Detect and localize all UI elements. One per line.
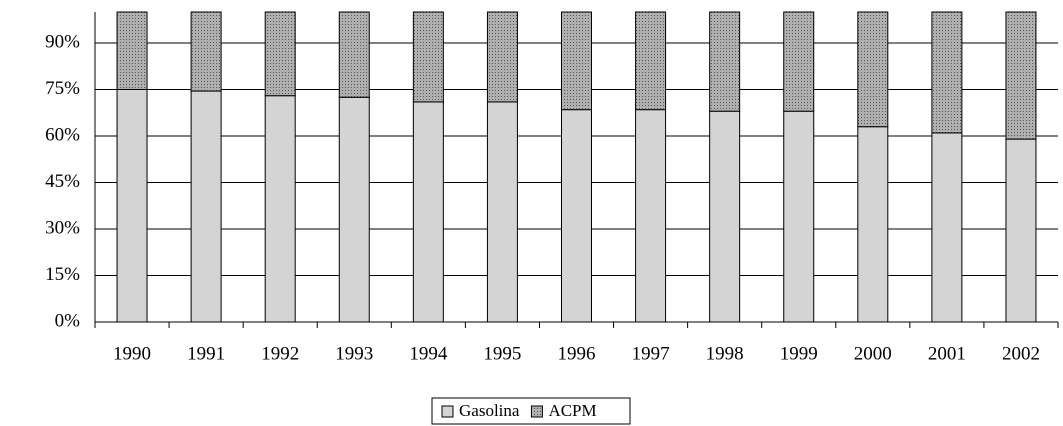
bar-segment — [190, 90, 222, 323]
bar-segment — [783, 11, 815, 112]
x-tick-label: 1993 — [335, 343, 373, 364]
y-tick-label: 60% — [45, 124, 80, 145]
bar-segment — [635, 11, 667, 111]
legend-swatch — [441, 405, 454, 418]
bar-segment — [783, 110, 815, 323]
bar-segment — [412, 11, 444, 103]
y-tick-label: 30% — [45, 217, 80, 238]
bar-segment — [486, 101, 518, 323]
x-tick-label: 1992 — [261, 343, 299, 364]
bar-segment — [931, 11, 963, 134]
bar-segment — [338, 11, 370, 98]
x-tick-label: 1998 — [706, 343, 744, 364]
bar-segment — [561, 109, 592, 323]
bar-segment — [1005, 11, 1037, 140]
x-tick-label: 1991 — [187, 343, 225, 364]
bar-segment — [561, 11, 592, 111]
x-tick-label: 2000 — [854, 343, 892, 364]
bar-segment — [709, 110, 741, 323]
y-tick-label: 0% — [55, 310, 81, 331]
x-tick-label: 1994 — [409, 343, 448, 364]
x-tick-label: 1995 — [483, 343, 521, 364]
bar-segment — [264, 11, 296, 97]
bar-segment — [1005, 138, 1037, 323]
x-tick-label: 1999 — [780, 343, 818, 364]
y-tick-label: 75% — [45, 78, 80, 99]
x-tick-label: 1996 — [558, 343, 596, 364]
y-tick-label: 90% — [45, 31, 80, 52]
bar-segment — [857, 126, 889, 323]
bar-segment — [116, 89, 148, 323]
legend-label: ACPM — [548, 401, 596, 420]
bar-segment — [857, 11, 889, 128]
x-tick-label: 1997 — [632, 343, 670, 364]
bar-segment — [264, 95, 296, 323]
y-tick-label: 15% — [45, 264, 80, 285]
bar-segment — [190, 11, 222, 92]
x-tick-label: 2002 — [1002, 343, 1040, 364]
y-tick-label: 45% — [45, 171, 80, 192]
x-tick-label: 1990 — [113, 343, 151, 364]
legend-swatch — [530, 405, 543, 418]
x-tick-label: 2001 — [928, 343, 966, 364]
bar-segment — [486, 11, 518, 103]
bar-segment — [709, 11, 741, 112]
bar-segment — [338, 96, 370, 323]
legend-label: Gasolina — [459, 401, 520, 420]
bar-segment — [635, 109, 667, 323]
bar-segment — [116, 11, 148, 90]
bar-segment — [412, 101, 444, 323]
bar-segment — [931, 132, 963, 323]
